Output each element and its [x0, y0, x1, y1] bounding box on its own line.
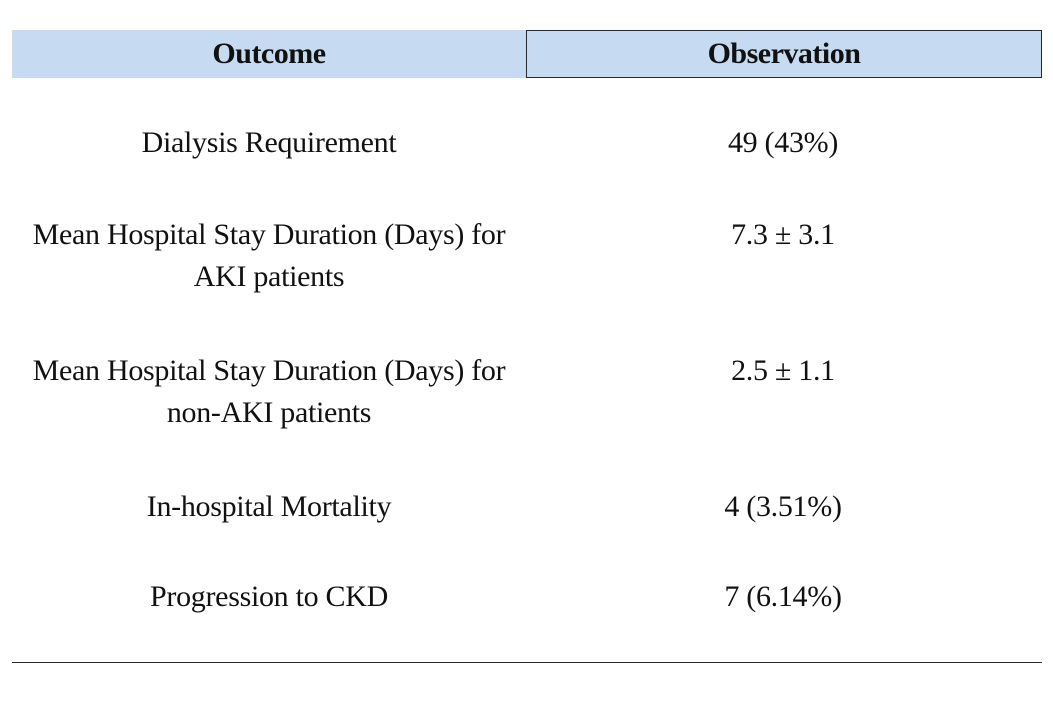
table-header: Outcome Observation [12, 30, 1042, 78]
table-row-ckd: Progression to CKD 7 (6.14%) [12, 576, 1042, 618]
table-bottom-rule [12, 662, 1042, 663]
table-row-dialysis: Dialysis Requirement 49 (43%) [12, 122, 1042, 164]
header-observation: Observation [526, 30, 1042, 78]
table-row-mortality: In-hospital Mortality 4 (3.51%) [12, 486, 1042, 528]
row-outcome: Mean Hospital Stay Duration (Days) for n… [32, 354, 506, 429]
header-outcome: Outcome [12, 30, 526, 78]
table-row-stay-non-aki: Mean Hospital Stay Duration (Days) for n… [12, 350, 1042, 434]
row-observation: 4 (3.51%) [724, 490, 842, 523]
table-row-stay-aki: Mean Hospital Stay Duration (Days) for A… [12, 214, 1042, 298]
row-observation: 7 (6.14%) [724, 580, 842, 613]
row-observation: 7.3 ± 3.1 [731, 218, 835, 251]
row-outcome: Dialysis Requirement [141, 126, 397, 159]
row-outcome: Mean Hospital Stay Duration (Days) for A… [32, 218, 506, 293]
row-observation: 49 (43%) [727, 126, 839, 159]
row-outcome: In-hospital Mortality [146, 490, 392, 523]
row-outcome: Progression to CKD [150, 580, 388, 613]
row-observation: 2.5 ± 1.1 [731, 354, 835, 387]
